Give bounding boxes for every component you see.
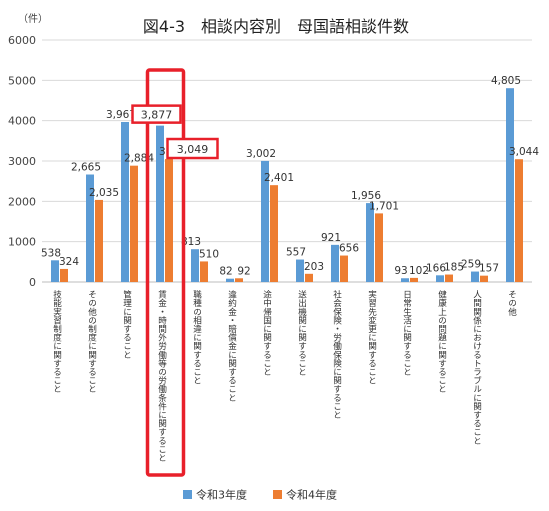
y-axis-ticks: 0 1000 2000 3000 4000 5000 6000 xyxy=(8,34,36,289)
bar-r3 xyxy=(86,174,94,282)
data-label: 3,967 xyxy=(106,109,136,121)
legend-label: 令和4年度 xyxy=(286,488,337,502)
data-label: 2,884 xyxy=(124,153,154,165)
data-label: 93 xyxy=(394,265,407,277)
bar-r4 xyxy=(305,273,313,282)
y-axis-label: （件） xyxy=(18,13,48,25)
bar-r3 xyxy=(261,160,269,282)
bar-r3 xyxy=(191,249,199,282)
bar-r4 xyxy=(445,274,453,282)
data-label: 921 xyxy=(321,232,341,244)
bar-r4 xyxy=(130,165,138,282)
bar-r4 xyxy=(95,199,103,282)
bar-r4 xyxy=(480,275,488,282)
data-label: 157 xyxy=(479,263,499,275)
y-tick-label: 1000 xyxy=(8,236,36,249)
highlight-label-r3: 3,877 xyxy=(141,109,173,122)
data-label: 102 xyxy=(409,265,429,277)
bar-r3 xyxy=(401,278,409,282)
data-label: 2,401 xyxy=(264,172,294,184)
y-tick-label: 4000 xyxy=(8,115,36,128)
bar-r4 xyxy=(375,213,383,282)
x-tick-label: 人間関係におけるトラブルに関すること xyxy=(472,290,482,445)
data-label: 185 xyxy=(444,262,464,274)
y-tick-label: 5000 xyxy=(8,74,36,87)
highlight-category-box xyxy=(145,68,186,477)
x-tick-label: 日常生活に関すること xyxy=(402,290,412,376)
data-label: 813 xyxy=(181,236,201,248)
chart-title: 図4-3 相談内容別 母国語相談件数 xyxy=(143,17,409,36)
bar-r3 xyxy=(506,88,514,282)
y-tick-label: 0 xyxy=(29,276,36,289)
highlight-label-r4: 3,049 xyxy=(177,143,209,156)
bar-r4 xyxy=(270,185,278,282)
highlight-label-box xyxy=(131,104,182,124)
x-tick-label: 社会保険・労働保険に関すること xyxy=(332,289,342,419)
x-tick-label: その他の制度に関すること xyxy=(87,290,97,394)
bar-r4 xyxy=(340,255,348,282)
bar-r4 xyxy=(410,277,418,282)
highlight-label-box xyxy=(166,137,219,160)
x-tick-label: 技能実習制度に関すること xyxy=(52,289,62,394)
legend: 令和3年度 令和4年度 xyxy=(183,488,337,502)
bar-r4 xyxy=(515,159,523,282)
data-label: 1,701 xyxy=(369,200,399,212)
y-tick-label: 6000 xyxy=(8,34,36,47)
data-label: 324 xyxy=(59,256,79,268)
bar-r3 xyxy=(121,121,129,282)
bar-r4 xyxy=(165,159,173,282)
bar-r3 xyxy=(156,125,164,282)
data-label: 166 xyxy=(426,262,446,274)
data-labels: 5383242,6652,0353,9672,8843,8773,0498135… xyxy=(41,75,539,277)
bar-r4 xyxy=(235,278,243,282)
x-tick-label: 健康上の問題に関すること xyxy=(437,290,447,394)
x-tick-label: 実習先変更に関すること xyxy=(367,289,377,385)
data-label: 3,044 xyxy=(509,146,539,158)
data-label: 203 xyxy=(304,261,324,273)
bar-r3 xyxy=(296,259,304,282)
data-label: 4,805 xyxy=(491,75,521,87)
highlight-boxes: 3,877 3,049 xyxy=(131,68,219,477)
x-tick-label: 途中帰国に関すること xyxy=(262,289,272,376)
x-tick-label: 違約金・賠償金に関すること xyxy=(227,289,237,402)
data-label: 1,956 xyxy=(351,190,381,202)
bar-r3 xyxy=(471,271,479,282)
legend-swatch xyxy=(183,490,192,499)
legend-swatch xyxy=(273,490,282,499)
legend-label: 令和3年度 xyxy=(196,488,247,502)
data-label: 82 xyxy=(219,266,232,278)
x-tick-label: 賃金・時間外労働等の労働条件に関すること xyxy=(157,289,167,462)
x-tick-label: その他 xyxy=(507,290,517,317)
x-tick-label: 管理に関すること xyxy=(122,289,132,359)
bar-r3 xyxy=(331,244,339,282)
data-label: 2,665 xyxy=(71,162,101,174)
bars xyxy=(51,88,523,282)
data-label: 2,035 xyxy=(89,187,119,199)
data-label: 259 xyxy=(461,259,481,271)
y-tick-label: 3000 xyxy=(8,155,36,168)
y-tick-label: 2000 xyxy=(8,195,36,208)
bar-r4 xyxy=(200,261,208,282)
data-label: 510 xyxy=(199,248,219,260)
x-axis-labels: 技能実習制度に関すること その他の制度に関すること 管理に関すること 賃金・時間外労働… xyxy=(52,289,517,462)
bar-r3 xyxy=(436,275,444,282)
bar-r3 xyxy=(226,278,234,282)
data-label: 557 xyxy=(286,247,306,259)
x-tick-label: 職種の相違に関すること xyxy=(192,290,202,385)
bar-r4 xyxy=(60,268,68,282)
bar-r3 xyxy=(51,260,59,282)
x-tick-label: 送出機関に関すること xyxy=(297,289,307,376)
bar-r3 xyxy=(366,203,374,282)
data-label: 656 xyxy=(339,243,359,255)
data-label: 92 xyxy=(237,265,250,277)
data-label: 538 xyxy=(41,247,61,259)
data-label: 3,002 xyxy=(246,148,276,160)
